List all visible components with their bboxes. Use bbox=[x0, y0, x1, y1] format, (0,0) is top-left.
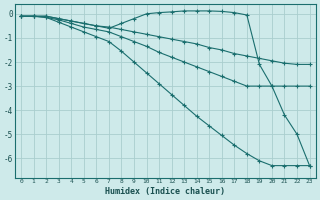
X-axis label: Humidex (Indice chaleur): Humidex (Indice chaleur) bbox=[105, 187, 225, 196]
